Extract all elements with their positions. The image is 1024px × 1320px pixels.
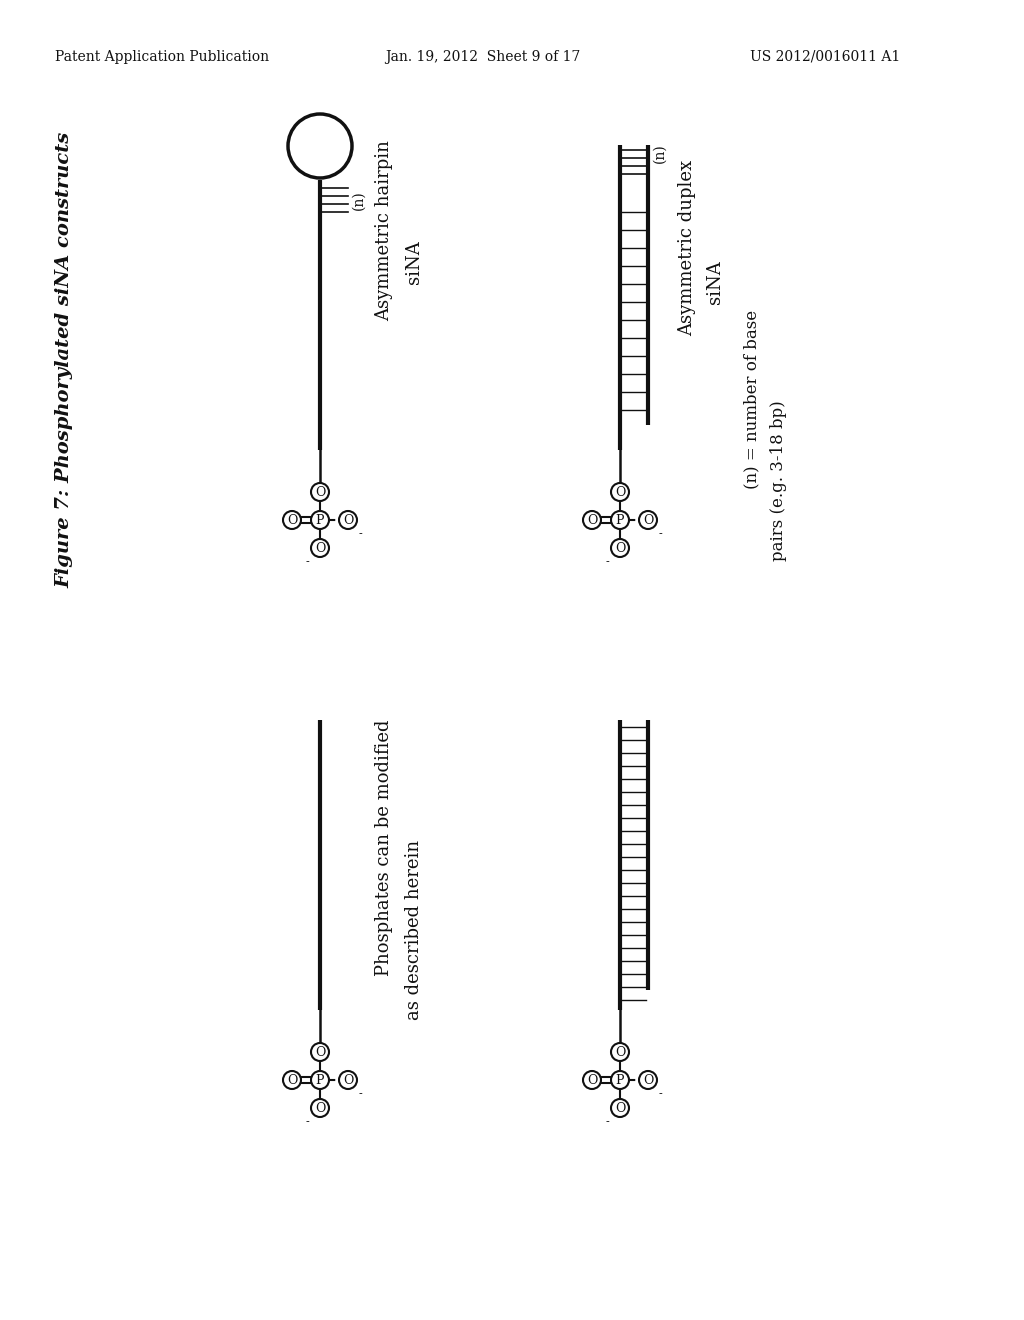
Text: (n) = number of base: (n) = number of base [743,310,760,490]
Text: -: - [605,1117,609,1127]
Text: O: O [314,1101,326,1114]
Circle shape [611,1100,629,1117]
Circle shape [311,1043,329,1061]
Circle shape [311,511,329,529]
Text: O: O [314,1045,326,1059]
Text: Figure 7: Phosphorylated siNA constructs: Figure 7: Phosphorylated siNA constructs [55,132,73,589]
Text: O: O [614,541,626,554]
Text: Jan. 19, 2012  Sheet 9 of 17: Jan. 19, 2012 Sheet 9 of 17 [385,50,581,63]
Text: O: O [314,541,326,554]
Circle shape [283,511,301,529]
Circle shape [283,1071,301,1089]
Text: O: O [614,1045,626,1059]
Text: (n): (n) [352,190,366,210]
Circle shape [611,1071,629,1089]
Text: as described herein: as described herein [406,840,423,1020]
Text: Phosphates can be modified: Phosphates can be modified [375,719,393,977]
Circle shape [611,1043,629,1061]
Text: -: - [659,529,663,539]
Circle shape [611,511,629,529]
Text: Asymmetric hairpin: Asymmetric hairpin [375,140,393,321]
Text: O: O [587,1073,597,1086]
Text: -: - [359,529,362,539]
Text: P: P [615,1073,625,1086]
Text: Patent Application Publication: Patent Application Publication [55,50,269,63]
Circle shape [639,511,657,529]
Circle shape [583,511,601,529]
Text: O: O [643,1073,653,1086]
Text: P: P [315,1073,325,1086]
Text: siNA: siNA [406,240,423,284]
Circle shape [339,1071,357,1089]
Text: (n): (n) [653,143,667,162]
Text: O: O [343,1073,353,1086]
Text: O: O [643,513,653,527]
Circle shape [611,483,629,502]
Text: US 2012/0016011 A1: US 2012/0016011 A1 [750,50,900,63]
Text: P: P [315,513,325,527]
Text: O: O [314,486,326,499]
Text: O: O [287,1073,297,1086]
Text: O: O [287,513,297,527]
Circle shape [339,511,357,529]
Text: -: - [305,557,309,568]
Circle shape [311,539,329,557]
Circle shape [311,1071,329,1089]
Text: -: - [659,1089,663,1100]
Circle shape [311,1100,329,1117]
Circle shape [611,539,629,557]
Text: O: O [614,1101,626,1114]
Text: siNA: siNA [706,260,724,304]
Text: -: - [359,1089,362,1100]
Circle shape [639,1071,657,1089]
Text: Asymmetric duplex: Asymmetric duplex [678,160,696,337]
Circle shape [583,1071,601,1089]
Text: -: - [305,1117,309,1127]
Text: O: O [587,513,597,527]
Text: O: O [614,486,626,499]
Text: O: O [343,513,353,527]
Circle shape [311,483,329,502]
Text: pairs (e.g. 3-18 bp): pairs (e.g. 3-18 bp) [770,400,787,561]
Text: P: P [615,513,625,527]
Text: -: - [605,557,609,568]
